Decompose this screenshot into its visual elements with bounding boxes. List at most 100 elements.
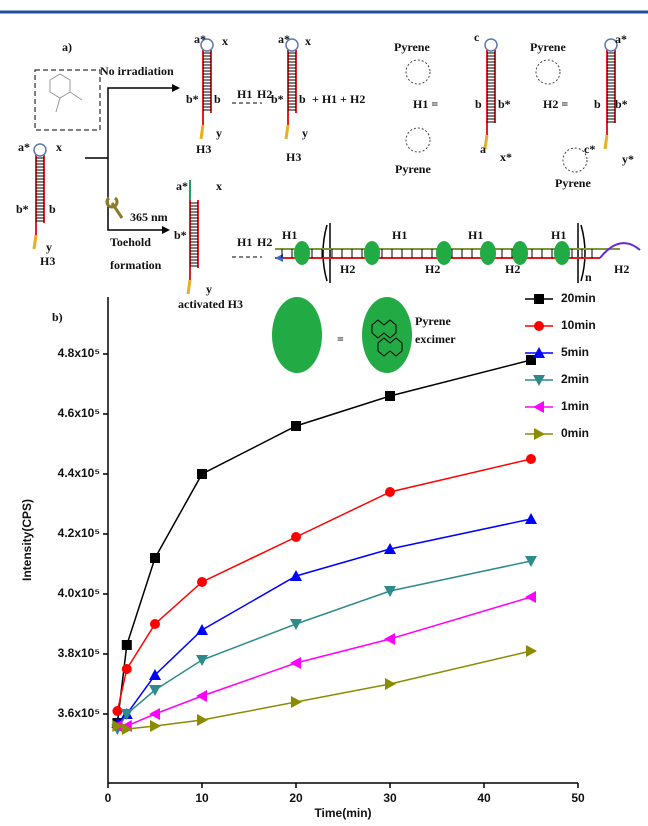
schematic-label: a* (194, 32, 206, 46)
y-tick-label: 4.6x10⁵ (58, 406, 100, 420)
marker (384, 543, 396, 554)
marker (196, 624, 208, 635)
schematic-label: y (302, 126, 308, 140)
schematic-label: H1 (551, 228, 566, 242)
tail (483, 134, 489, 150)
schematic-label: H2 (257, 87, 272, 101)
x-tick-label: 40 (477, 791, 491, 805)
marker (197, 469, 207, 479)
schematic-label: b* (498, 97, 511, 111)
schematic-label: H2 (257, 235, 272, 249)
schematic-label: x (56, 140, 62, 154)
schematic-label: b (299, 92, 306, 106)
polymer-end (599, 242, 641, 259)
equals-sign: = (337, 332, 344, 346)
schematic-label: H3 (286, 150, 301, 164)
branch-arrows (107, 87, 178, 231)
excimer-spot (436, 241, 452, 265)
schematic-label: H3 (40, 254, 55, 268)
legend-label: 5min (561, 345, 589, 359)
schematic-label: x (305, 34, 311, 48)
schematic-label: H1 (237, 235, 252, 249)
schematic-label: y (46, 240, 52, 254)
y-tick-label: 4.8x10⁵ (58, 346, 100, 360)
y-tick-label: 4.0x10⁵ (58, 586, 100, 600)
pyrene-icon (562, 147, 588, 173)
x-tick-label: 0 (105, 791, 112, 805)
schematic-label: y (216, 126, 222, 140)
tail (284, 124, 290, 140)
marker (384, 633, 395, 645)
y-tick-label: 4.4x10⁵ (58, 466, 100, 480)
schematic-label: H3 (196, 142, 211, 156)
schematic-label: b (49, 202, 56, 216)
pyrene-icon (405, 127, 431, 153)
schematic-label: a* (18, 140, 30, 154)
tail (32, 234, 38, 250)
schematic-label: b (475, 97, 482, 111)
schematic-label: Toehold (110, 235, 151, 249)
x-tick-label: 50 (571, 791, 585, 805)
legend-marker (534, 294, 544, 304)
marker (290, 619, 302, 630)
schematic-label: b* (271, 92, 284, 106)
legend-marker (534, 428, 545, 440)
schematic-label: Pyrene (530, 40, 566, 54)
loop (33, 143, 47, 157)
loop (200, 38, 214, 52)
marker (384, 586, 396, 597)
schematic-label: x (222, 34, 228, 48)
schematic-label: No irradiation (100, 64, 174, 78)
schematic-label: b* (186, 92, 199, 106)
schematic-label: n (585, 270, 592, 284)
y-axis-label: Intensity(CPS) (20, 499, 34, 581)
schematic-label: Pyrene (555, 176, 591, 190)
schematic-label: c* (584, 142, 595, 156)
schematic-label: b* (615, 97, 628, 111)
schematic-label: H2 (614, 262, 629, 276)
cage-molecule (49, 73, 83, 113)
marker (526, 454, 536, 464)
pyrene-icon (535, 59, 561, 85)
marker (120, 709, 133, 720)
schematic-label: y* (622, 152, 634, 166)
y-tick-label: 4.2x10⁵ (58, 526, 100, 540)
lamp (105, 196, 124, 219)
loop (484, 38, 498, 52)
excimer-key (272, 297, 322, 373)
marker (385, 678, 396, 690)
marker (290, 570, 302, 581)
y-tick-label: 3.8x10⁵ (58, 646, 100, 660)
schematic-label: H1 (392, 228, 407, 242)
marker (121, 664, 132, 674)
marker (150, 619, 160, 629)
marker (525, 591, 536, 603)
schematic-label: a (480, 142, 486, 156)
schematic-label: activated H3 (178, 297, 243, 311)
y-tick-label: 3.6x10⁵ (58, 706, 100, 720)
legend-marker (533, 347, 545, 358)
marker (291, 421, 301, 431)
marker (150, 553, 160, 563)
legend-label: 20min (561, 291, 596, 305)
schematic-label: H1 (282, 228, 297, 242)
strands (32, 38, 618, 373)
legend-marker (533, 401, 544, 413)
schematic-label: H2 (505, 262, 520, 276)
brackets (329, 223, 579, 283)
marker (291, 532, 301, 542)
legend-label: 0min (561, 426, 589, 440)
excimer-spot (554, 241, 570, 265)
schematic-label: H1 = (413, 97, 438, 111)
x-tick-label: 30 (383, 791, 397, 805)
caged-box (34, 69, 101, 131)
schematic-label: H2 (340, 262, 355, 276)
excimer-label: excimer (415, 332, 456, 346)
legend-marker (534, 321, 544, 331)
schematic-label: y (206, 282, 212, 296)
schematic-label: H1 (468, 228, 483, 242)
excimer-spot (364, 241, 380, 265)
marker (150, 720, 161, 732)
